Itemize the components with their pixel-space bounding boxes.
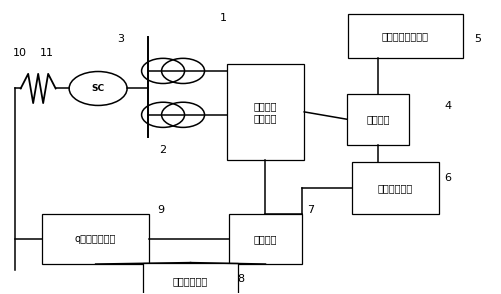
Text: 给定无功功率电路: 给定无功功率电路 <box>382 31 429 41</box>
Text: 10: 10 <box>13 49 27 59</box>
Text: 11: 11 <box>40 49 54 59</box>
Bar <box>352 162 439 213</box>
Text: 低励保护电路: 低励保护电路 <box>378 183 413 193</box>
Text: 9: 9 <box>157 205 164 215</box>
Text: 4: 4 <box>444 101 451 111</box>
Text: SC: SC <box>92 84 105 93</box>
Text: 7: 7 <box>307 205 314 215</box>
Bar <box>143 263 238 294</box>
Text: 比较电路: 比较电路 <box>366 114 390 124</box>
Text: 3: 3 <box>117 34 124 44</box>
Text: 控制电路: 控制电路 <box>254 234 277 244</box>
Text: 5: 5 <box>474 34 481 44</box>
Text: 给定电压电路: 给定电压电路 <box>173 277 208 287</box>
Bar <box>347 93 409 145</box>
Text: 6: 6 <box>444 173 451 183</box>
Text: q轴励磁调节器: q轴励磁调节器 <box>75 234 116 244</box>
Text: 2: 2 <box>159 145 167 155</box>
Bar <box>348 14 463 58</box>
Text: 无功功率
计算装置: 无功功率 计算装置 <box>254 101 277 123</box>
Bar <box>42 214 149 264</box>
Bar <box>227 64 304 160</box>
Text: 1: 1 <box>219 13 226 23</box>
Bar <box>229 214 302 264</box>
Text: 8: 8 <box>237 274 244 284</box>
